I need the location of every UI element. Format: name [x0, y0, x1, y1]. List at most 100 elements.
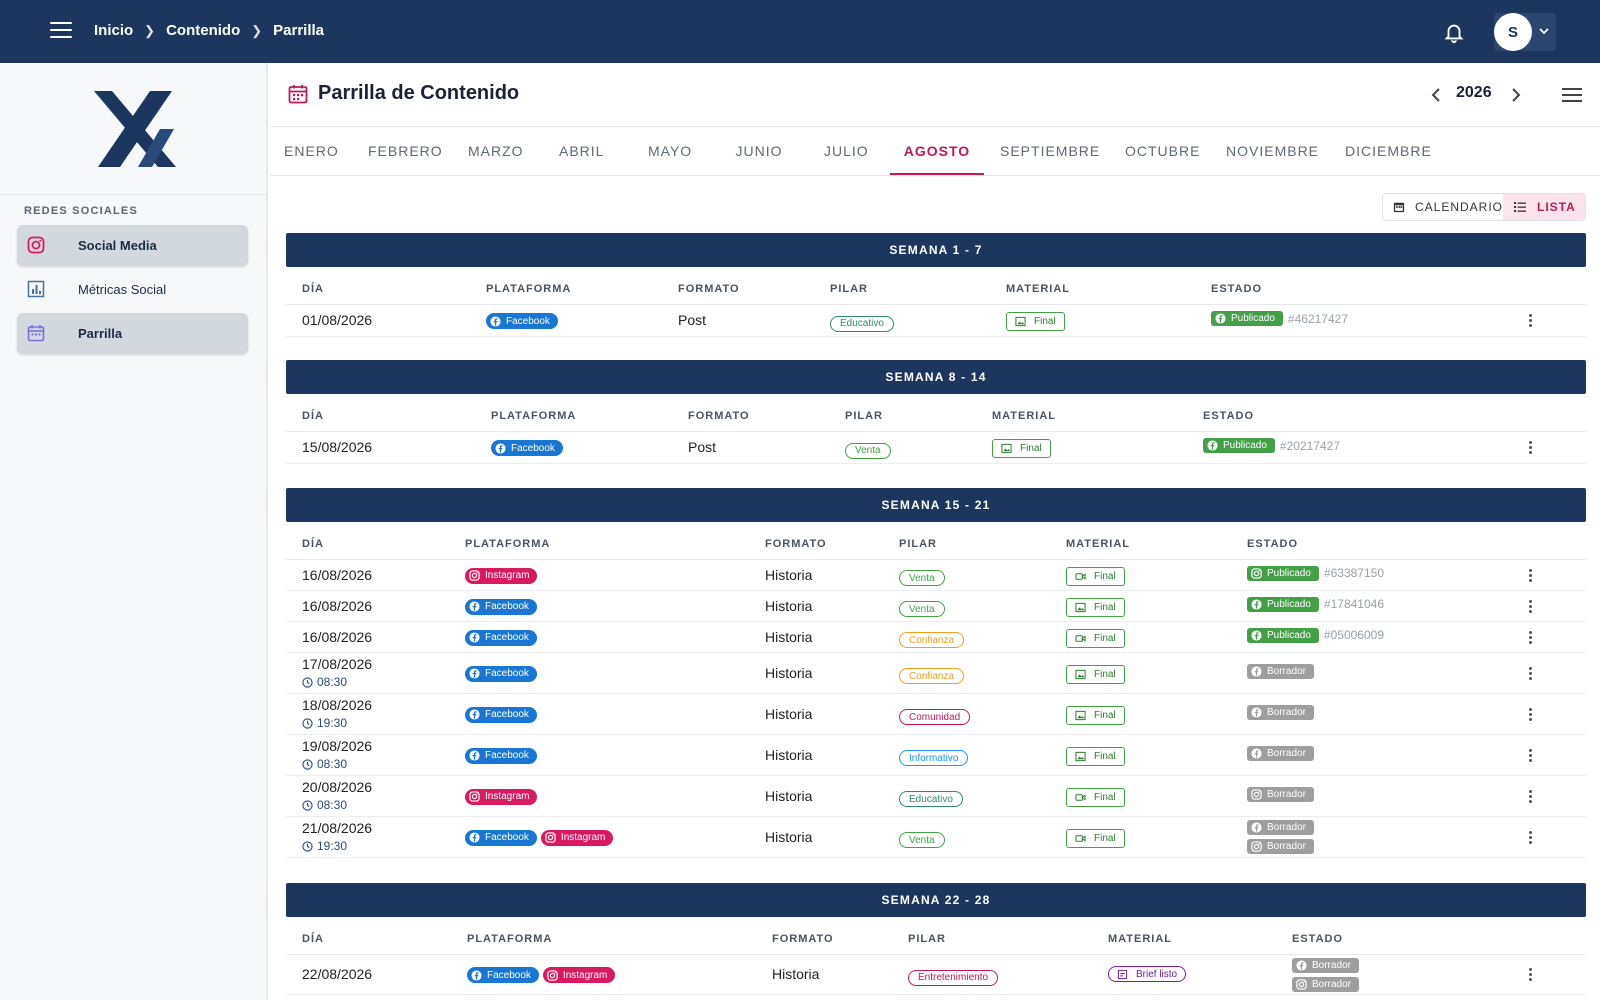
chevron-right-icon[interactable] — [1506, 85, 1526, 105]
material-label: Final — [1094, 570, 1116, 582]
more-options-icon[interactable] — [1529, 599, 1533, 614]
table-row[interactable]: 01/08/2026 Facebook Post Educativo Final Publ… — [286, 305, 1586, 337]
table-row[interactable]: 18/08/2026 19:30 Facebook Historia Comunidad… — [286, 694, 1586, 735]
date-text: 20/08/2026 — [302, 779, 373, 795]
user-menu[interactable]: S — [1494, 13, 1556, 51]
instagram-chip: Instagram — [465, 567, 538, 584]
column-header-plataforma: PLATAFORMA — [467, 933, 553, 945]
more-options-icon[interactable] — [1529, 707, 1533, 722]
facebook-chip: Facebook — [491, 440, 563, 456]
date-cell: 16/08/2026 — [302, 629, 372, 645]
material-badge[interactable]: Final — [1066, 566, 1125, 586]
column-headers: DÍA PLATAFORMA FORMATO PILAR MATERIAL ESTADO — [286, 522, 1586, 560]
material-badge[interactable]: Final — [1066, 664, 1125, 684]
table-row[interactable]: 17/08/2026 08:30 Facebook Historia Confianza… — [286, 653, 1586, 694]
instagram-icon — [547, 969, 558, 981]
options-menu-icon[interactable] — [1562, 88, 1582, 102]
platform-label: Facebook — [485, 632, 529, 643]
table-row[interactable]: 16/08/2026 Instagram Historia Venta Final Pub… — [286, 560, 1586, 591]
tab-julio[interactable]: JULIO — [824, 143, 869, 159]
table-row[interactable]: 19/08/2026 08:30 Facebook Historia Informati… — [286, 735, 1586, 776]
calendar-view-button[interactable]: CALENDARIO — [1383, 194, 1503, 220]
facebook-icon — [1251, 629, 1262, 641]
tab-mayo[interactable]: MAYO — [648, 143, 693, 159]
estado-cell: Borrador — [1247, 745, 1314, 761]
more-options-icon[interactable] — [1529, 441, 1533, 455]
menu-icon[interactable] — [50, 22, 72, 40]
status-badge: Publicado — [1211, 311, 1283, 326]
chevron-down-icon[interactable] — [1538, 25, 1550, 37]
post-id: #63387150 — [1323, 566, 1384, 580]
more-options-icon[interactable] — [1529, 666, 1533, 681]
tab-octubre[interactable]: OCTUBRE — [1125, 143, 1201, 159]
material-badge[interactable]: Final — [1066, 597, 1125, 617]
table-row[interactable]: 21/08/2026 19:30 Facebook Instagram Historia… — [286, 817, 1586, 858]
week-block: SEMANA 8 - 14 DÍA PLATAFORMA FORMATO PILAR MA… — [286, 360, 1586, 464]
sidebar-item-parrilla[interactable]: Parrilla — [17, 313, 248, 354]
facebook-chip: Facebook — [465, 665, 537, 682]
platform-cell: Instagram — [465, 788, 541, 806]
tab-noviembre[interactable]: NOVIEMBRE — [1226, 143, 1320, 159]
more-options-icon[interactable] — [1529, 568, 1533, 583]
material-label: Brief listo — [1136, 968, 1178, 980]
chevron-left-icon[interactable] — [1426, 85, 1446, 105]
material-label: Final — [1094, 632, 1116, 644]
table-row[interactable]: 16/08/2026 Facebook Historia Confianza Final… — [286, 622, 1586, 653]
tab-enero[interactable]: ENERO — [284, 143, 339, 159]
tab-agosto[interactable]: AGOSTO — [890, 127, 984, 175]
table-row[interactable]: 16/08/2026 Facebook Historia Venta Final Publ… — [286, 591, 1586, 622]
material-badge[interactable]: Final — [1066, 828, 1125, 848]
more-options-icon[interactable] — [1529, 314, 1533, 328]
platform-label: Facebook — [485, 709, 529, 720]
video-icon — [1075, 793, 1086, 801]
more-options-icon[interactable] — [1529, 830, 1533, 845]
material-badge[interactable]: Final — [992, 439, 1051, 458]
estado-line: Borrador — [1247, 704, 1314, 720]
breadcrumb-contenido[interactable]: Contenido — [166, 22, 241, 39]
tab-septiembre[interactable]: SEPTIEMBRE — [1000, 143, 1101, 159]
time-text: 19:30 — [317, 839, 348, 853]
table-row[interactable]: 20/08/2026 08:30 Instagram Historia Educativ… — [286, 776, 1586, 817]
breadcrumb-inicio[interactable]: Inicio — [94, 22, 134, 39]
image-icon — [1075, 710, 1086, 720]
more-options-icon[interactable] — [1529, 748, 1533, 763]
facebook-icon — [1215, 313, 1226, 324]
material-badge[interactable]: Final — [1006, 312, 1065, 331]
more-options-icon[interactable] — [1529, 789, 1533, 804]
tab-febrero[interactable]: FEBRERO — [368, 143, 443, 159]
table-row[interactable]: 22/08/2026 Facebook Instagram Historia Entre… — [286, 955, 1586, 995]
sidebar-item-social-media[interactable]: Social Media — [17, 225, 248, 266]
tab-abril[interactable]: ABRIL — [559, 143, 605, 159]
bell-icon[interactable] — [1443, 19, 1465, 45]
more-options-icon[interactable] — [1529, 968, 1533, 982]
avatar[interactable]: S — [1494, 13, 1532, 51]
pilar-badge: Venta — [845, 442, 891, 459]
material-badge[interactable]: Final — [1066, 746, 1125, 766]
tab-diciembre[interactable]: DICIEMBRE — [1345, 143, 1432, 159]
date-text: 16/08/2026 — [302, 597, 373, 614]
pilar-badge: Educativo — [830, 315, 894, 332]
material-cell: Final — [1066, 828, 1125, 848]
facebook-icon — [469, 832, 480, 843]
material-badge[interactable]: Brief listo — [1108, 966, 1187, 982]
material-badge[interactable]: Final — [1066, 705, 1125, 725]
sidebar-item-metricas-social[interactable]: Métricas Social — [17, 269, 248, 310]
platform-cell: Instagram — [465, 567, 541, 585]
table-row[interactable]: 15/08/2026 Facebook Post Venta Final Publicad… — [286, 432, 1586, 464]
date-text: 18/08/2026 — [302, 697, 373, 713]
year-label: 2026 — [1456, 84, 1492, 101]
status-label: Borrador — [1312, 979, 1351, 990]
status-badge: Publicado — [1203, 438, 1275, 453]
facebook-icon — [469, 709, 480, 720]
bar-chart-icon — [27, 280, 45, 298]
instagram-icon — [1251, 841, 1262, 852]
more-options-icon[interactable] — [1529, 630, 1533, 645]
status-label: Borrador — [1267, 747, 1306, 759]
image-icon — [1075, 602, 1086, 612]
tab-marzo[interactable]: MARZO — [468, 143, 524, 159]
top-bar: Inicio ❯ Contenido ❯ Parrilla S — [0, 0, 1600, 63]
material-badge[interactable]: Final — [1066, 628, 1125, 648]
material-badge[interactable]: Final — [1066, 787, 1125, 807]
tab-junio[interactable]: JUNIO — [735, 143, 783, 159]
list-view-button[interactable]: LISTA — [1503, 194, 1585, 220]
